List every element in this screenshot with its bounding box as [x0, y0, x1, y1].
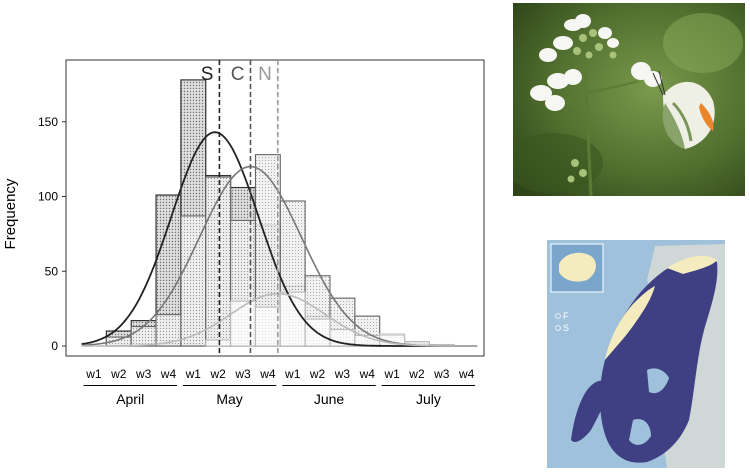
mean-label-N: N: [258, 64, 272, 85]
mean-label-C: C: [231, 64, 245, 85]
bar-C-2: [130, 326, 157, 347]
week-label-3: w4: [160, 367, 177, 381]
week-label-5: w2: [210, 367, 227, 381]
month-label-May: May: [216, 391, 242, 407]
week-label-0: w1: [85, 367, 102, 381]
mean-label-S: S: [201, 64, 214, 85]
week-label-6: w3: [234, 367, 251, 381]
month-label-April: April: [116, 391, 144, 407]
map-legend-f: F: [563, 311, 569, 321]
y-tick-label-50: 50: [45, 264, 59, 278]
week-label-4: w1: [185, 367, 202, 381]
y-tick-label-100: 100: [38, 190, 58, 204]
bar-N-6: [230, 300, 257, 347]
week-label-12: w1: [383, 367, 400, 381]
week-label-13: w2: [408, 367, 425, 381]
fit-curve-S: [81, 131, 478, 347]
fit-curve-N: [81, 292, 478, 347]
y-axis: 0 50 100 150: [38, 115, 66, 353]
week-label-15: w4: [458, 367, 475, 381]
month-label-July: July: [416, 391, 441, 407]
x-axis: w1 w2 w3 w4 w1 w2 w3 w4 w1 w2 w3 w4 w1 w2 w3 w4 April May…: [83, 367, 476, 407]
scandinavia-distribution-map: F S: [547, 240, 725, 468]
bar-C-4: [180, 215, 207, 347]
fitted-curves: [81, 131, 478, 347]
bar-N-5: [205, 339, 232, 347]
y-axis-label: Frequency: [2, 178, 19, 249]
week-label-9: w2: [309, 367, 326, 381]
legend-marker-f: [555, 313, 561, 319]
legend-marker-s: [555, 325, 561, 331]
y-tick-label-150: 150: [38, 115, 58, 129]
week-label-2: w3: [135, 367, 152, 381]
map-legend-s: S: [563, 323, 569, 333]
week-label-8: w1: [284, 367, 301, 381]
month-label-June: June: [314, 391, 345, 407]
bar-N-7: [254, 306, 281, 347]
week-label-14: w3: [433, 367, 450, 381]
bar-C-5: [205, 176, 232, 347]
week-label-7: w4: [259, 367, 276, 381]
y-tick-label-0: 0: [51, 339, 58, 353]
week-label-10: w3: [334, 367, 351, 381]
butterfly-on-flower-photo: [513, 3, 745, 196]
week-label-1: w2: [110, 367, 127, 381]
week-label-11: w4: [359, 367, 376, 381]
